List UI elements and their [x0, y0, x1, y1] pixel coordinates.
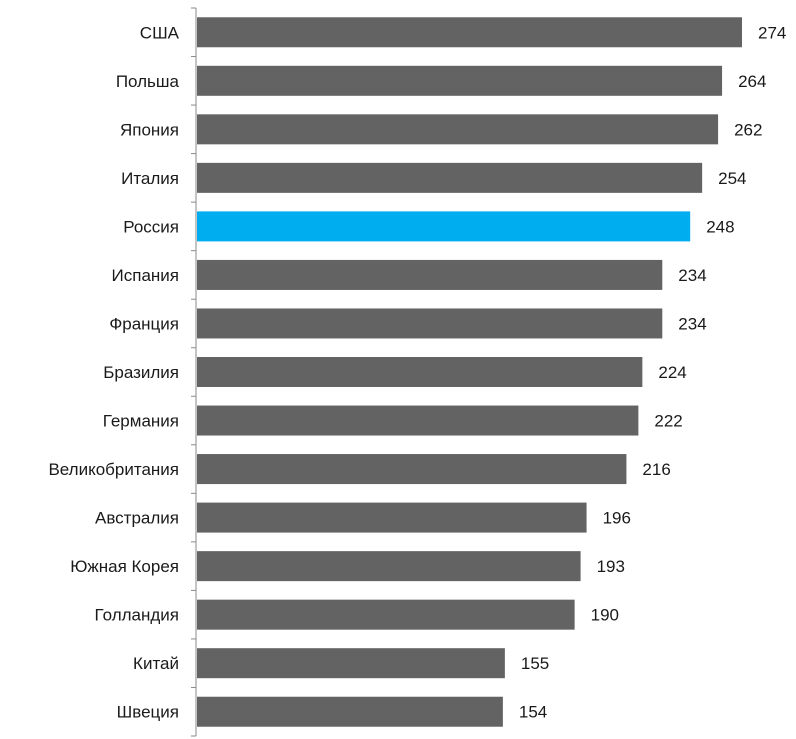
bar: [197, 357, 643, 387]
data-label: 262: [734, 120, 762, 139]
category-label: Польша: [116, 72, 180, 91]
data-label: 224: [658, 363, 686, 382]
category-label: Южная Корея: [70, 557, 179, 576]
bar: [197, 454, 627, 485]
category-label: Япония: [120, 120, 179, 139]
category-label: Германия: [103, 412, 179, 431]
bar: [197, 551, 581, 582]
bar: [197, 65, 723, 96]
data-label: 155: [521, 654, 549, 673]
data-label: 234: [678, 266, 706, 285]
category-label: Испания: [112, 266, 179, 285]
bar: [197, 162, 703, 193]
data-label: 196: [603, 509, 631, 528]
category-label: Италия: [121, 169, 179, 188]
data-label: 222: [654, 412, 682, 431]
bar: [197, 648, 505, 679]
category-label: Китай: [133, 654, 179, 673]
bar: [197, 259, 663, 290]
bar: [197, 308, 663, 339]
category-label: Россия: [123, 217, 179, 236]
bar: [197, 599, 575, 630]
bar: [197, 696, 503, 727]
category-label: Франция: [109, 314, 179, 333]
category-label: Голландия: [95, 606, 179, 625]
bar: [197, 17, 742, 48]
category-label: США: [140, 23, 180, 42]
bar: [197, 114, 719, 145]
bar: [197, 405, 639, 436]
data-label: 193: [597, 557, 625, 576]
data-label: 254: [718, 169, 746, 188]
category-label: Бразилия: [103, 363, 179, 382]
bar: [197, 502, 587, 533]
bar: [197, 211, 691, 242]
data-label: 216: [642, 460, 670, 479]
data-label: 234: [678, 314, 706, 333]
data-label: 154: [519, 703, 547, 722]
category-label: Швеция: [117, 703, 179, 722]
data-label: 264: [738, 72, 766, 91]
category-label: Великобритания: [48, 460, 179, 479]
data-label: 274: [758, 23, 786, 42]
data-label: 248: [706, 217, 734, 236]
data-label: 190: [591, 606, 619, 625]
category-label: Австралия: [95, 509, 179, 528]
